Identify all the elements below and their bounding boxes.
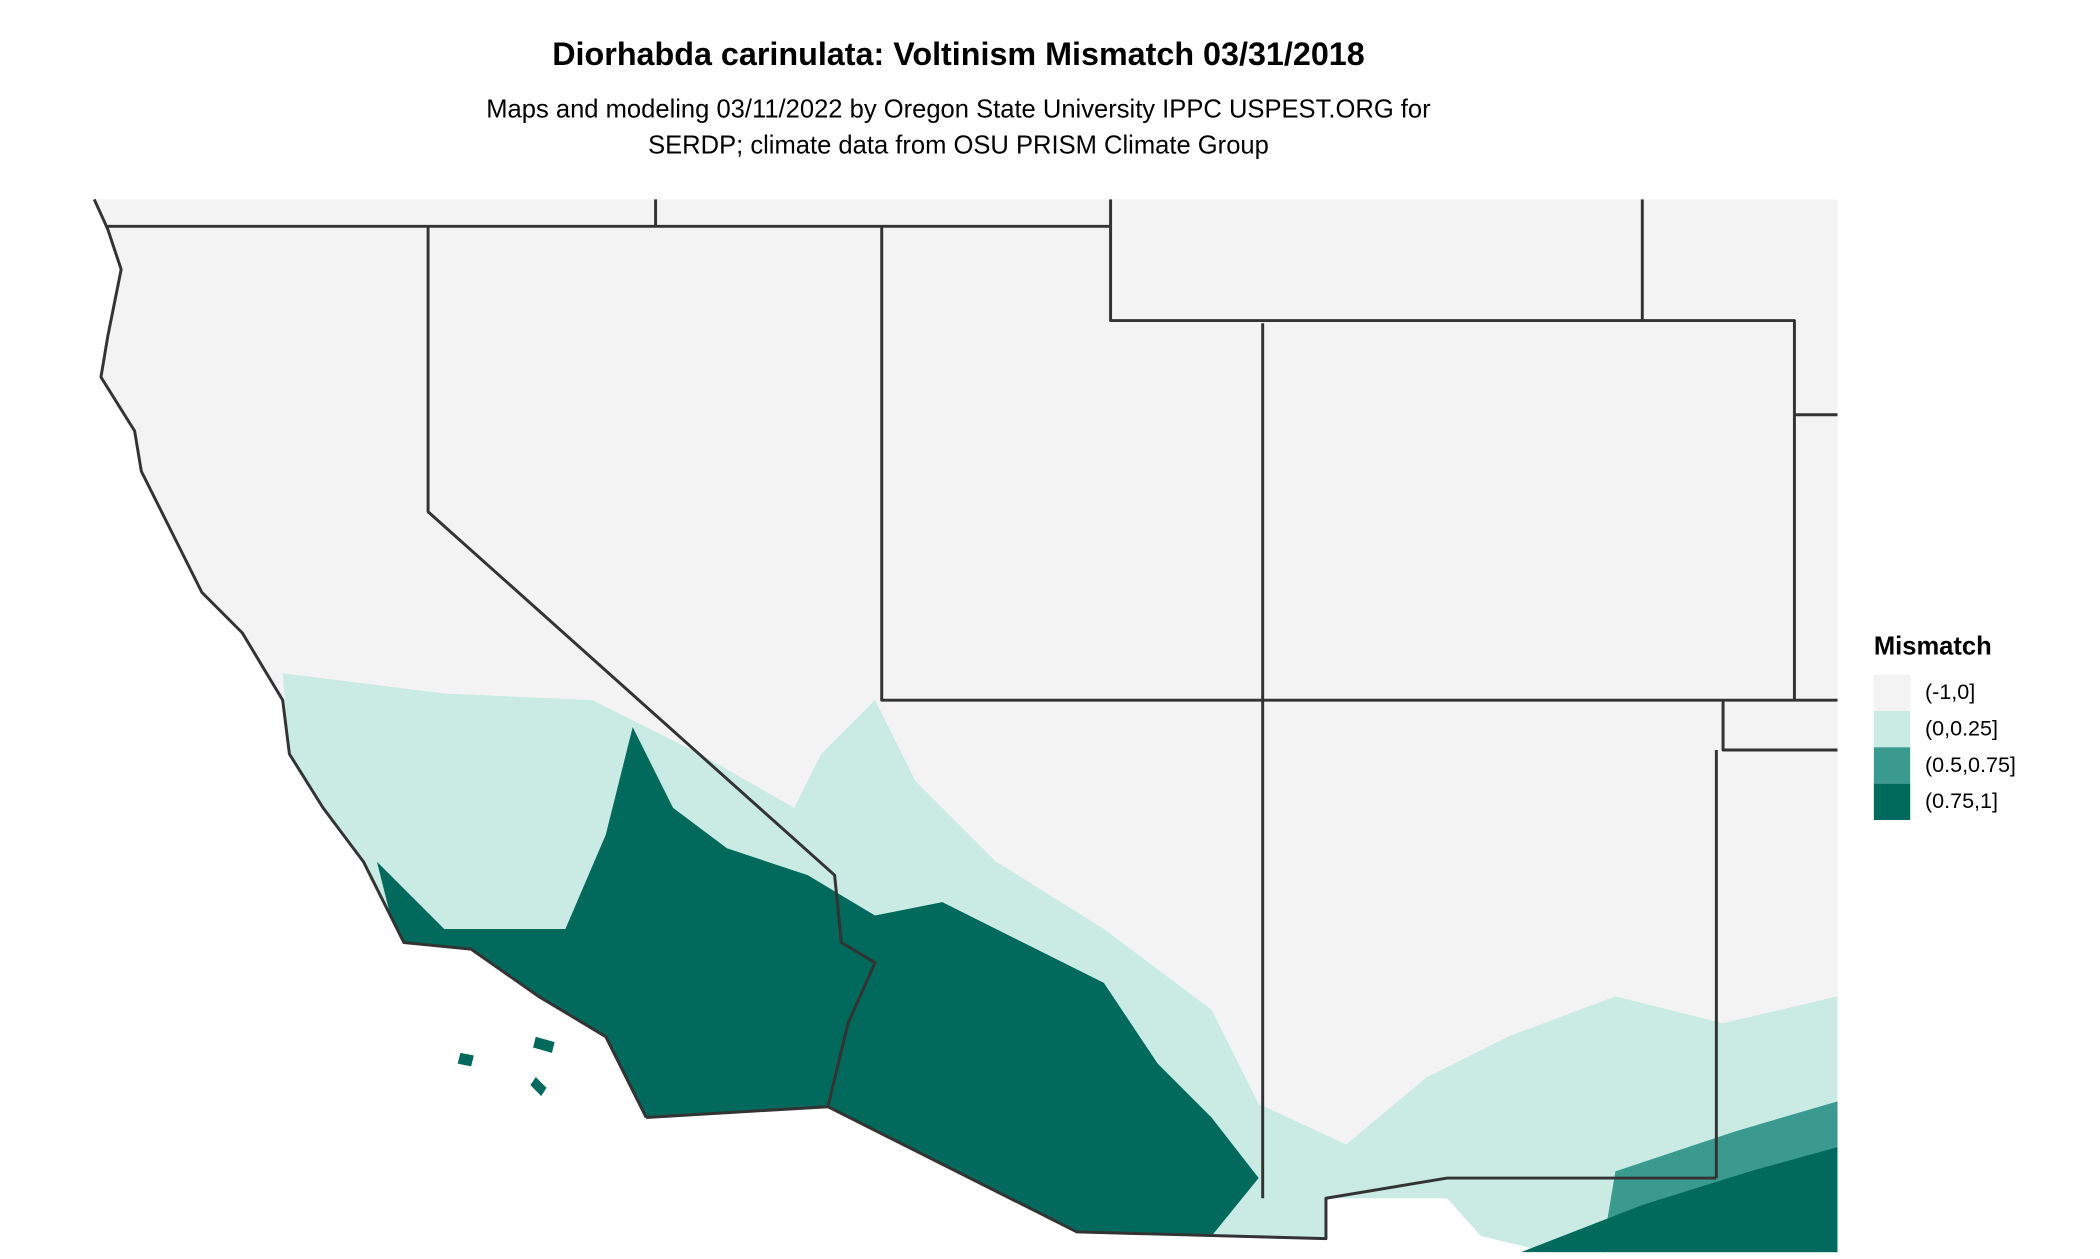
legend-title: Mismatch — [1874, 632, 1992, 660]
mismatch-high — [1521, 1147, 1838, 1253]
legend-label: (-1,0] — [1925, 680, 1975, 704]
coastline — [92, 198, 648, 1119]
map-panel — [92, 198, 1838, 1253]
mismatch-high — [376, 727, 1259, 1236]
title: Diorhabda carinulata: Voltinism Mismatch… — [552, 36, 1364, 72]
legend-label: (0,0.25] — [1925, 716, 1998, 740]
legend-label: (0.75,1] — [1925, 789, 1998, 813]
island — [457, 1036, 555, 1096]
subtitle: Maps and modeling 03/11/2022 by Oregon S… — [486, 95, 1431, 123]
state-borders — [107, 199, 1838, 1241]
legend-swatch — [1873, 747, 1911, 784]
legend-swatch — [1873, 710, 1911, 748]
legend: Mismatch (-1,0] (0,0.25] (0.5,0.75] (0.75,1… — [1873, 632, 2016, 820]
legend-label: (0.5,0.75] — [1925, 753, 2016, 777]
subtitle: SERDP; climate data from OSU PRISM Clima… — [648, 132, 1269, 160]
legend-swatch — [1873, 783, 1911, 820]
legend-swatch — [1873, 674, 1911, 711]
